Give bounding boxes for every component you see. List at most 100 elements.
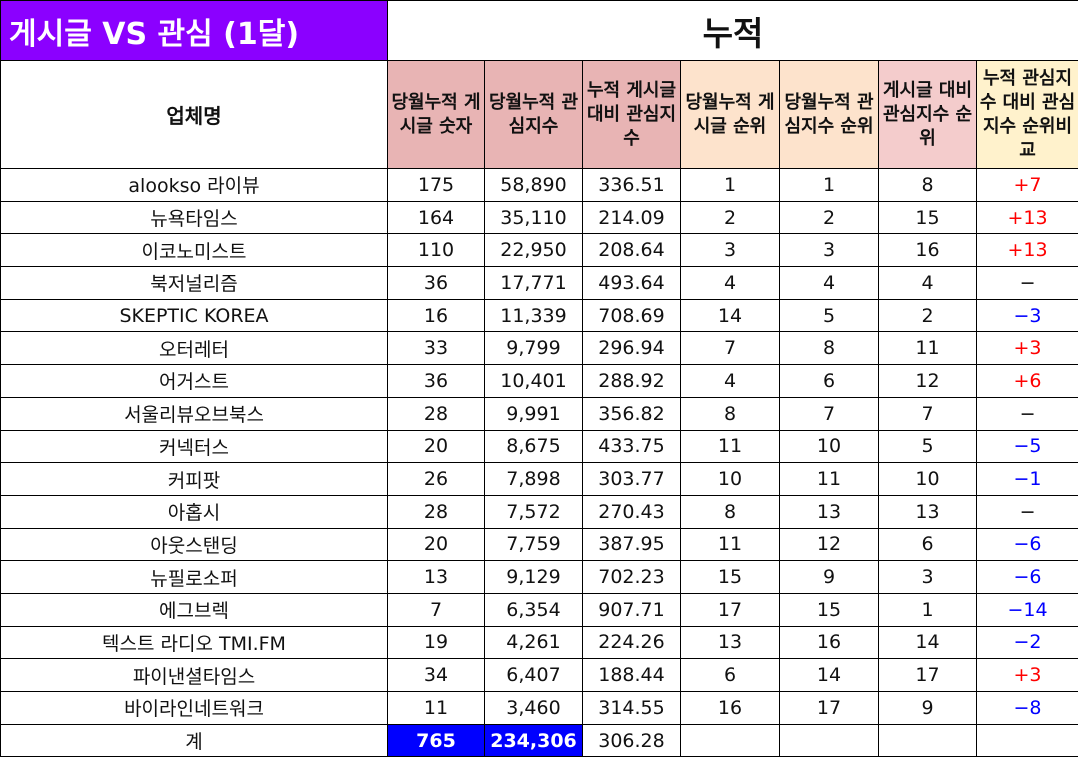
interest-index: 4,261 [484, 625, 583, 660]
ratio-value: 296.94 [582, 331, 681, 366]
company-name: 커넥터스 [0, 429, 388, 464]
company-name: 파이낸셜타임스 [0, 658, 388, 692]
table-row: alookso 라이뷰 175 58,890 336.51 1 1 8 +7 [0, 168, 1078, 202]
posts-count: 28 [387, 396, 485, 431]
column-header-posts: 당월누적 게시글 숫자 [387, 60, 485, 169]
interest-rank: 16 [779, 625, 879, 660]
company-name: 에그브렉 [0, 592, 388, 627]
company-name: alookso 라이뷰 [0, 168, 388, 202]
rank-compare: −14 [975, 592, 1078, 627]
table-row: 아홉시 28 7,572 270.43 8 13 13− [0, 494, 1078, 529]
total-ratio: 306.28 [582, 723, 681, 758]
ratio-value: 336.51 [582, 168, 681, 202]
posts-count: 20 [387, 429, 485, 464]
table-row: 텍스트 라디오 TMI.FM 19 4,261 224.26 13 16 14 −2 [0, 625, 1078, 660]
company-name: SKEPTIC KOREA [0, 298, 388, 333]
cumulative-header: 누적 [386, 0, 1078, 61]
post-rank: 8 [680, 494, 780, 529]
column-header-interest-rank: 당월누적 관심지수 순위 [779, 60, 879, 169]
table-row: 커피팟 26 7,898 303.77 10 11 10 −1 [0, 462, 1078, 496]
column-header-ratio: 누적 게시글 대비 관심지수 [582, 60, 681, 169]
empty-cell [878, 723, 977, 758]
company-name: 북저널리즘 [0, 266, 388, 300]
total-posts: 765 [387, 723, 485, 758]
table-row: 어거스트 36 10,401 288.92 4 6 12 +6 [0, 364, 1078, 398]
company-name: 아홉시 [0, 494, 388, 529]
interest-rank: 4 [779, 266, 879, 300]
table-row: 커넥터스 20 8,675 433.75 11 10 5 −5 [0, 429, 1078, 464]
ratio-rank: 11 [878, 331, 977, 366]
posts-count: 175 [387, 168, 485, 202]
posts-count: 110 [387, 233, 485, 268]
interest-rank: 8 [779, 331, 879, 366]
interest-rank: 1 [779, 168, 879, 202]
rank-compare: +3 [975, 331, 1078, 366]
column-header-interest: 당월누적 관심지수 [484, 60, 583, 169]
posts-count: 26 [387, 462, 485, 496]
ratio-value: 270.43 [582, 494, 681, 529]
company-name: 뉴욕타임스 [0, 200, 388, 235]
interest-rank: 10 [779, 429, 879, 464]
ratio-rank: 10 [878, 462, 977, 496]
interest-rank: 6 [779, 364, 879, 398]
interest-index: 9,129 [484, 560, 583, 594]
ratio-value: 288.92 [582, 364, 681, 398]
posts-count: 11 [387, 691, 485, 725]
ratio-value: 433.75 [582, 429, 681, 464]
interest-rank: 13 [779, 494, 879, 529]
ratio-value: 907.71 [582, 592, 681, 627]
ratio-rank: 12 [878, 364, 977, 398]
post-rank: 2 [680, 200, 780, 235]
empty-cell [680, 723, 780, 758]
posts-count: 16 [387, 298, 485, 333]
rank-compare: +13 [975, 200, 1078, 235]
ratio-rank: 13 [878, 494, 977, 529]
interest-rank: 7 [779, 396, 879, 431]
company-name: 어거스트 [0, 364, 388, 398]
post-rank: 8 [680, 396, 780, 431]
interest-rank: 12 [779, 527, 879, 562]
rank-compare: +6 [975, 364, 1078, 398]
column-header-ratio-rank: 게시글 대비 관심지수 순위 [878, 60, 977, 169]
post-rank: 10 [680, 462, 780, 496]
rank-compare: −1 [975, 462, 1078, 496]
total-interest: 234,306 [484, 723, 583, 758]
table-row: 아웃스탠딩 20 7,759 387.95 11 12 6 −6 [0, 527, 1078, 562]
ratio-rank: 5 [878, 429, 977, 464]
ratio-rank: 7 [878, 396, 977, 431]
table-row: 뉴욕타임스 164 35,110 214.09 2 2 15 +13 [0, 200, 1078, 235]
post-rank: 7 [680, 331, 780, 366]
interest-index: 9,991 [484, 396, 583, 431]
table-row: 바이라인네트워크 11 3,460 314.55 16 17 9 −8 [0, 691, 1078, 725]
ratio-rank: 4 [878, 266, 977, 300]
interest-index: 17,771 [484, 266, 583, 300]
interest-index: 11,339 [484, 298, 583, 333]
table-row: 이코노미스트 110 22,950 208.64 3 3 16 +13 [0, 233, 1078, 268]
interest-rank: 11 [779, 462, 879, 496]
ratio-rank: 17 [878, 658, 977, 692]
company-name: 커피팟 [0, 462, 388, 496]
ratio-value: 708.69 [582, 298, 681, 333]
ratio-rank: 15 [878, 200, 977, 235]
column-header-name: 업체명 [0, 60, 388, 169]
rank-compare: −2 [975, 625, 1078, 660]
interest-rank: 9 [779, 560, 879, 594]
post-rank: 14 [680, 298, 780, 333]
posts-count: 20 [387, 527, 485, 562]
interest-index: 7,759 [484, 527, 583, 562]
posts-count: 33 [387, 331, 485, 366]
interest-rank: 5 [779, 298, 879, 333]
ratio-rank: 16 [878, 233, 977, 268]
rank-compare: − [975, 396, 1078, 431]
post-rank: 4 [680, 266, 780, 300]
post-rank: 1 [680, 168, 780, 202]
interest-index: 6,354 [484, 592, 583, 627]
post-rank: 3 [680, 233, 780, 268]
ratio-value: 303.77 [582, 462, 681, 496]
post-rank: 11 [680, 527, 780, 562]
rank-compare: − [975, 266, 1078, 300]
rank-compare: −5 [975, 429, 1078, 464]
interest-rank: 2 [779, 200, 879, 235]
ratio-value: 214.09 [582, 200, 681, 235]
